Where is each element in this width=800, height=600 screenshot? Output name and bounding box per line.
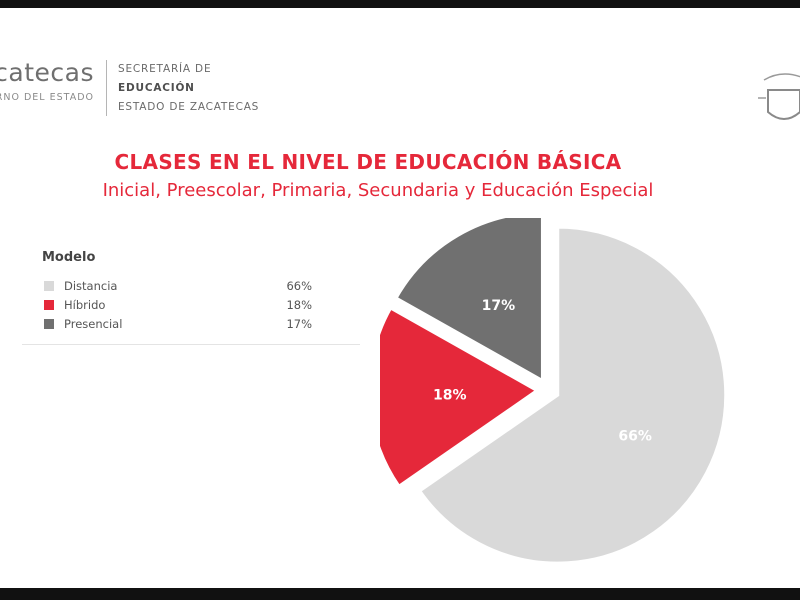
legend-value-hibrido: 18%: [286, 298, 312, 312]
secretaria-line-2: EDUCACIÓN: [118, 82, 195, 94]
legend: Modelo Distancia 66% Híbrido 18% Presenc…: [22, 240, 360, 345]
secretaria-line-3: ESTADO DE ZACATECAS: [118, 101, 260, 113]
chart-subtitle: Inicial, Preescolar, Primaria, Secundari…: [102, 180, 654, 201]
pie-slice-presencial: [394, 218, 544, 384]
pie-label-hibrido: 18%: [433, 388, 467, 404]
legend-label-hibrido: Híbrido: [64, 298, 106, 312]
logo-subtitle: GOBIERNO DEL ESTADO: [0, 92, 94, 103]
pie-slice-hibrido: [380, 305, 540, 489]
secretaria-line-1: SECRETARÍA DE: [118, 63, 212, 75]
legend-value-distancia: 66%: [286, 279, 312, 293]
legend-value-presencial: 17%: [286, 317, 312, 331]
legend-item-hibrido: Híbrido 18%: [42, 297, 312, 315]
emblem-icon: [758, 73, 800, 120]
zacatecas-logo: Zacatecas GOBIERNO DEL ESTADO: [0, 58, 96, 108]
legend-label-distancia: Distancia: [64, 279, 118, 293]
legend-swatch-presencial: [44, 319, 54, 329]
slide: Zacatecas GOBIERNO DEL ESTADO SECRETARÍA…: [0, 8, 800, 588]
header-divider: [106, 60, 107, 116]
legend-item-distancia: Distancia 66%: [42, 278, 312, 296]
legend-item-presencial: Presencial 17%: [42, 316, 312, 334]
pie-slice-distancia: [417, 225, 728, 565]
legend-label-presencial: Presencial: [64, 317, 123, 331]
pie-label-distancia: 66%: [618, 429, 652, 445]
legend-swatch-hibrido: [44, 300, 54, 310]
pie-label-presencial: 17%: [482, 298, 516, 314]
legend-swatch-distancia: [44, 281, 54, 291]
logo-wordmark: Zacatecas: [0, 58, 94, 87]
chart-title: CLASES EN EL NIVEL DE EDUCACIÓN BÁSICA: [114, 150, 622, 174]
secretaria-block: SECRETARÍA DE EDUCACIÓN ESTADO DE ZACATE…: [118, 60, 259, 117]
legend-title: Modelo: [42, 250, 96, 265]
pie-chart: 66% 18% 17%: [380, 218, 728, 565]
